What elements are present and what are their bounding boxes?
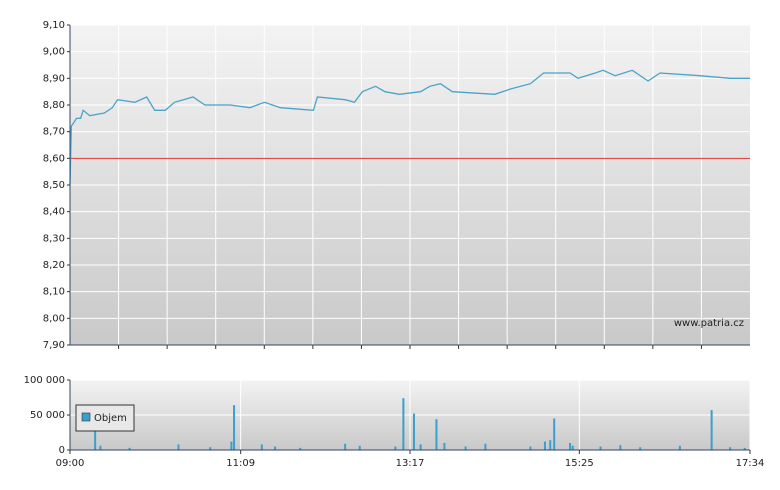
y-tick-label: 100 000 xyxy=(24,375,65,386)
volume-bar xyxy=(443,443,446,450)
watermark: www.patria.cz xyxy=(674,318,744,329)
volume-bar xyxy=(230,441,233,450)
volume-bar xyxy=(639,447,642,450)
legend-label: Objem xyxy=(94,413,127,424)
volume-bar xyxy=(344,443,347,450)
volume-bar xyxy=(94,423,97,450)
volume-bar xyxy=(678,445,681,450)
y-tick-label: 8,50 xyxy=(43,180,65,191)
legend-swatch xyxy=(81,412,91,422)
y-tick-label: 50 000 xyxy=(30,410,65,421)
volume-bar xyxy=(543,441,546,450)
volume-bar xyxy=(569,443,572,450)
volume-bar xyxy=(177,444,180,450)
volume-bar xyxy=(209,447,212,450)
y-tick-label: 7,90 xyxy=(43,340,65,351)
volume-bar xyxy=(260,444,263,450)
volume-bar xyxy=(299,447,302,450)
volume-bar xyxy=(412,413,415,450)
volume-bar xyxy=(529,446,532,450)
volume-bar xyxy=(599,446,602,450)
volume-bar xyxy=(394,446,397,450)
x-tick-label: 15:25 xyxy=(565,458,594,469)
volume-bar xyxy=(128,447,131,450)
y-tick-label: 8,60 xyxy=(43,153,65,164)
y-tick-label: 8,90 xyxy=(43,73,65,84)
volume-bar xyxy=(274,446,277,450)
y-tick-label: 8,30 xyxy=(43,233,65,244)
volume-bar xyxy=(358,445,361,450)
x-tick-label: 11:09 xyxy=(226,458,255,469)
volume-bar xyxy=(233,405,236,450)
x-tick-label: 17:34 xyxy=(736,458,765,469)
volume-bar xyxy=(402,398,405,450)
volume-bar xyxy=(743,447,746,450)
volume-bar xyxy=(710,410,713,450)
volume-bar xyxy=(729,447,732,450)
price-line xyxy=(69,69,750,186)
y-tick-label: 9,10 xyxy=(43,20,65,31)
y-tick-label: 8,20 xyxy=(43,260,65,271)
volume-bar xyxy=(553,418,556,450)
y-tick-label: 8,40 xyxy=(43,207,65,218)
volume-bar xyxy=(419,444,422,450)
volume-bar xyxy=(99,445,102,450)
volume-bar xyxy=(464,446,467,450)
volume-bar xyxy=(435,419,438,450)
volume-bar xyxy=(571,445,574,450)
volume-bar xyxy=(484,443,487,450)
y-tick-label: 8,70 xyxy=(43,127,65,138)
y-tick-label: 9,00 xyxy=(43,47,65,58)
x-tick-label: 13:17 xyxy=(396,458,425,469)
volume-bar xyxy=(619,445,622,450)
volume-bar xyxy=(549,440,552,450)
y-tick-label: 8,10 xyxy=(43,287,65,298)
y-tick-label: 8,80 xyxy=(43,100,65,111)
y-tick-label: 0 xyxy=(59,445,65,456)
x-tick-label: 09:00 xyxy=(56,458,85,469)
y-tick-label: 8,00 xyxy=(43,313,65,324)
